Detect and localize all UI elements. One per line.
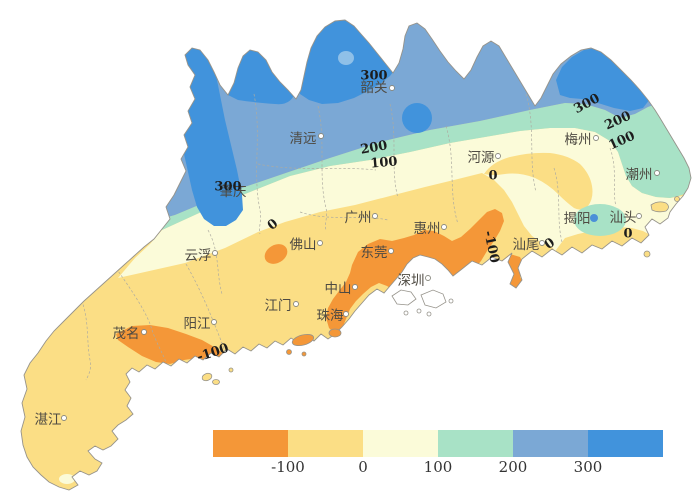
orange-island — [328, 328, 342, 338]
city-label: 湛江 — [35, 412, 62, 428]
city-label: 清远 — [290, 131, 317, 147]
band-above-300-shaoguan-west — [228, 38, 297, 105]
city-marker-circle — [212, 250, 218, 256]
city-label: 肇庆 — [220, 184, 247, 200]
contour-label: -100 — [480, 230, 501, 265]
city-markers — [61, 85, 660, 421]
islands — [201, 196, 680, 385]
city-label: 韶关 — [361, 80, 388, 96]
city-marker-circle — [425, 275, 431, 281]
city-label: 汕尾 — [513, 237, 540, 253]
teal-jieyang-ellipse — [574, 204, 626, 236]
legend-tick-label: 100 — [424, 458, 453, 476]
province-border — [20, 19, 692, 491]
city-label: 汕头 — [610, 210, 637, 226]
orange-island — [291, 333, 315, 347]
city-label: 梅州 — [565, 132, 592, 148]
city-marker-circle — [539, 240, 545, 246]
small-island — [426, 311, 432, 317]
orange-foshan-spot — [264, 244, 288, 264]
city-label: 云浮 — [185, 248, 212, 264]
city-marker-circle — [352, 284, 358, 290]
legend-swatch — [288, 430, 363, 457]
city-marker-circle — [141, 329, 147, 335]
legend-tick-label: 0 — [358, 458, 368, 476]
band-above-300-northeast — [556, 48, 650, 111]
legend-tick-label: -100 — [271, 458, 305, 476]
city-marker-circle — [593, 135, 599, 141]
city-label: 东莞 — [361, 245, 388, 261]
city-label: 阳江 — [184, 316, 211, 332]
city-marker-circle — [318, 133, 324, 139]
city-marker-circle — [495, 153, 501, 159]
band-above-300-pocket — [402, 103, 432, 133]
city-label: 揭阳 — [564, 211, 591, 227]
city-marker-circle — [389, 85, 395, 91]
contour-label: 300 — [360, 69, 387, 84]
city-label: 佛山 — [290, 237, 317, 253]
small-island — [416, 308, 422, 314]
city-marker-circle — [293, 301, 299, 307]
legend-swatch — [513, 430, 588, 457]
light-spot — [338, 51, 354, 65]
yellow-island — [201, 372, 213, 382]
city-label: 江门 — [265, 298, 292, 314]
cream-spot-peninsula — [59, 474, 75, 484]
lantau-island — [420, 289, 447, 309]
city-label: 中山 — [325, 281, 352, 297]
city-label: 茂名 — [113, 325, 140, 342]
city-label: 惠州 — [414, 221, 441, 237]
city-marker-circle — [654, 170, 660, 176]
city-label: 潮州 — [626, 167, 653, 183]
small-island — [448, 298, 454, 304]
legend-tick-label: 300 — [574, 458, 603, 476]
city-marker-circle — [388, 248, 394, 254]
legend-swatch — [363, 430, 438, 457]
legend-colorbar: -100 0 100 200 300 — [213, 430, 663, 476]
city-marker-circle — [211, 319, 217, 325]
contour-label: 100 — [370, 154, 398, 171]
contour-label: 0 — [623, 227, 632, 242]
small-island — [403, 310, 409, 316]
city-label: 珠海 — [317, 308, 344, 324]
legend-swatch — [213, 430, 288, 457]
city-marker-circle — [636, 213, 642, 219]
city-marker-dot — [590, 214, 598, 222]
contour-label: 0 — [488, 169, 497, 184]
legend-tick-label: 200 — [499, 458, 528, 476]
hongkong-island — [391, 289, 417, 306]
legend-swatch — [588, 430, 663, 457]
orange-islet — [301, 351, 307, 357]
yellow-islet — [674, 196, 680, 202]
contour-label: 200 — [359, 138, 388, 157]
city-label: 深圳 — [398, 273, 425, 289]
city-marker-circle — [343, 311, 349, 317]
band-above-300-west — [150, 40, 243, 226]
city-marker-circle — [441, 224, 447, 230]
yellow-tongue — [484, 152, 593, 210]
orange-islet — [286, 349, 292, 355]
yellow-islet — [643, 250, 651, 258]
city-label: 河源 — [468, 150, 495, 166]
yellow-islet — [228, 367, 234, 373]
yellow-island — [212, 379, 220, 385]
city-marker-circle — [372, 213, 378, 219]
band-100-200 — [148, 103, 691, 236]
city-label: 广州 — [345, 210, 372, 226]
contour-label: 300 — [214, 180, 241, 195]
city-marker-circle — [61, 415, 67, 421]
nanao-island — [650, 201, 669, 213]
legend-swatch — [438, 430, 513, 457]
city-marker-circle — [317, 240, 323, 246]
